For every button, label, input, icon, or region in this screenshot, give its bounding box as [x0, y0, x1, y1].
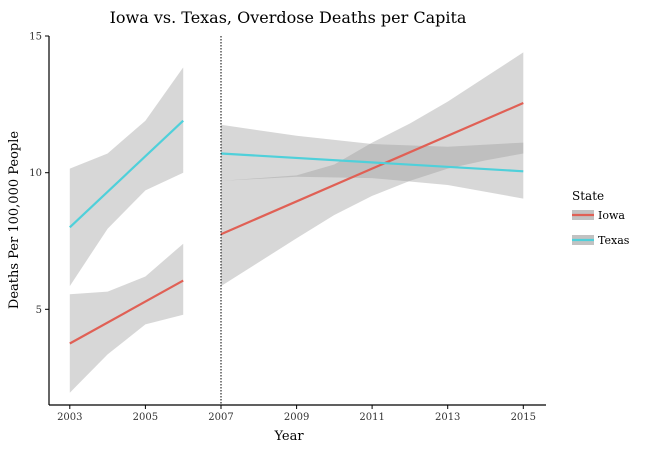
legend: State Iowa Texas: [572, 189, 630, 247]
iowa-confidence-band-1: [69, 243, 184, 393]
x-tick-label: 2003: [57, 412, 82, 423]
y-axis-label: Deaths Per 100,000 People: [7, 131, 22, 310]
y-ticks: 5 10 15: [29, 32, 49, 316]
x-tick-label: 2007: [208, 412, 233, 423]
confidence-bands: [69, 52, 524, 393]
iowa-trend-line-2: [220, 101, 524, 236]
texas-confidence-band-1: [69, 67, 184, 287]
axes: [48, 36, 546, 406]
texas-trend-line-1: [69, 119, 184, 229]
legend-label-iowa: Iowa: [598, 209, 625, 222]
iowa-trend-line-1: [69, 279, 184, 345]
x-tick-label: 2015: [511, 412, 536, 423]
x-tick-label: 2011: [359, 412, 384, 423]
chart-title: Iowa vs. Texas, Overdose Deaths per Capi…: [110, 8, 467, 27]
texas-trend-line-2: [220, 152, 524, 173]
trend-lines: [69, 101, 524, 345]
y-tick-label: 5: [36, 305, 42, 316]
x-tick-label: 2013: [435, 412, 460, 423]
y-tick-label: 15: [29, 32, 42, 43]
x-tick-label: 2005: [133, 412, 158, 423]
x-tick-label: 2009: [284, 412, 309, 423]
y-tick-label: 10: [29, 168, 42, 179]
x-ticks: 2003 2005 2007 2009 2011 2013 2015: [57, 405, 536, 423]
legend-title: State: [572, 189, 604, 203]
legend-label-texas: Texas: [598, 234, 630, 247]
x-axis-label: Year: [273, 429, 304, 444]
